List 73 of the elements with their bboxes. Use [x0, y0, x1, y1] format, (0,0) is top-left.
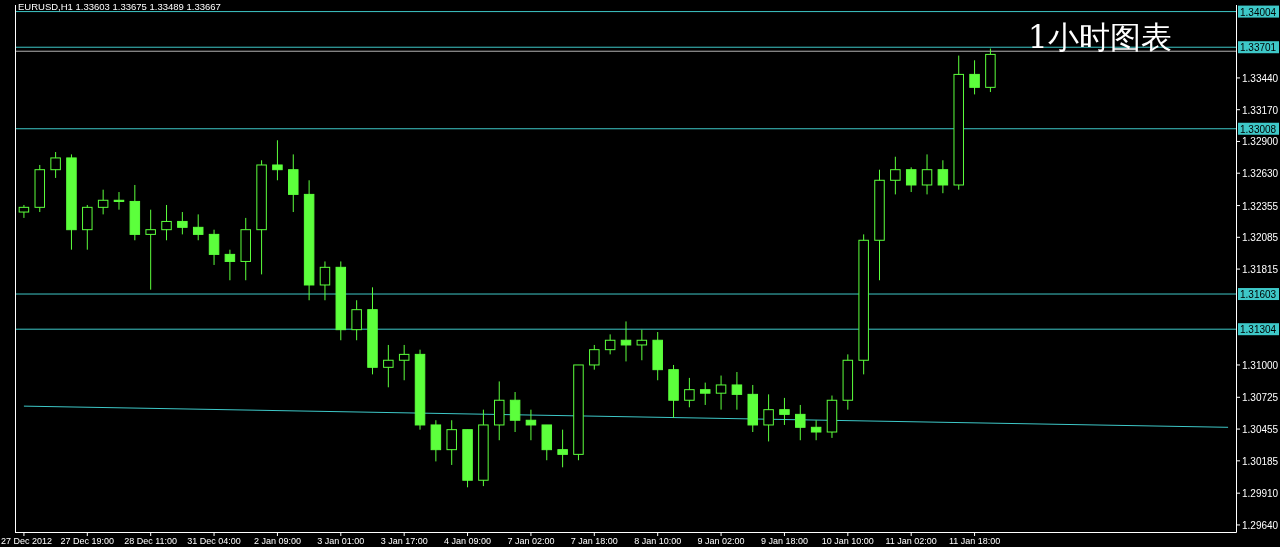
x-tick-label: 9 Jan 18:00	[760, 536, 808, 546]
candlestick	[604, 333, 616, 355]
x-tick-label: 11 Jan 18:00	[948, 536, 1001, 546]
candlestick	[18, 204, 30, 219]
y-tick-label: 1.31815	[1242, 264, 1279, 276]
x-tick-label: 11 Jan 02:00	[885, 536, 937, 546]
annotation: 1小时图表	[1028, 19, 1172, 55]
x-tick-label: 27 Dec 2012	[1, 536, 53, 546]
x-tick-label: 7 Jan 02:00	[507, 536, 555, 546]
x-tick-label: 8 Jan 10:00	[634, 536, 682, 546]
candlestick	[763, 393, 774, 442]
candlestick	[509, 391, 521, 433]
y-tick-label: 1.30455	[1242, 424, 1279, 436]
candlestick	[699, 382, 711, 406]
candlestick	[351, 299, 362, 341]
y-tick-label: 1.29640	[1242, 519, 1279, 531]
candlestick	[97, 189, 109, 215]
y-tick-label: 1.32085	[1242, 232, 1279, 244]
x-tick-label: 28 Dec 11:00	[124, 536, 178, 546]
y-tick-label: 1.33440	[1242, 72, 1279, 84]
candlestick	[446, 419, 457, 466]
candlestick	[731, 371, 743, 411]
candlestick	[620, 320, 632, 362]
y-tick-label: 1.32355	[1242, 200, 1279, 212]
candlestick	[969, 59, 980, 95]
ref-line-label: 1.31304	[1240, 324, 1277, 336]
candlestick	[208, 229, 220, 266]
y-tick-label: 1.32630	[1242, 168, 1279, 180]
candlestick	[272, 139, 283, 181]
candlestick	[684, 377, 695, 408]
y-tick-label: 1.29910	[1242, 488, 1279, 500]
candlestick	[82, 204, 93, 251]
candlestick	[779, 397, 790, 426]
x-tick-label: 7 Jan 18:00	[570, 536, 618, 546]
candlestick	[145, 209, 156, 291]
x-tick-label: 31 Dec 04:00	[187, 536, 241, 546]
candlestick	[795, 404, 806, 441]
y-tick-label: 1.31000	[1242, 359, 1279, 371]
candlestick	[319, 260, 331, 301]
candlestick	[383, 344, 394, 388]
candlestick	[890, 156, 901, 195]
x-tick-label: 10 Jan 10:00	[821, 536, 874, 546]
candlestick	[921, 153, 933, 195]
x-tick-label: 27 Dec 19:00	[60, 536, 115, 546]
candlestick	[161, 204, 172, 241]
chart-title: EURUSD,H1 1.33603 1.33675 1.33489 1.33667	[18, 0, 221, 12]
ref-line-label: 1.33701	[1240, 42, 1277, 54]
y-tick-label: 1.30725	[1242, 392, 1279, 404]
x-tick-label: 3 Jan 17:00	[380, 536, 428, 546]
candlestick	[589, 344, 600, 371]
candlestick	[557, 429, 568, 468]
candlestick	[192, 213, 204, 241]
y-tick-label: 1.32900	[1242, 136, 1279, 148]
candlestick	[715, 375, 727, 411]
candlestick	[398, 344, 410, 381]
y-tick-label: 1.30185	[1242, 455, 1279, 467]
x-tick-label: 2 Jan 09:00	[253, 536, 301, 546]
x-tick-label: 4 Jan 09:00	[444, 536, 492, 546]
candlestick	[177, 211, 188, 235]
candlestick	[113, 191, 125, 211]
candlestick	[525, 409, 537, 441]
y-tick-label: 1.33170	[1242, 104, 1279, 116]
ref-line-label: 1.31603	[1240, 289, 1277, 301]
x-tick-label: 9 Jan 02:00	[697, 536, 745, 546]
x-tick-label: 3 Jan 01:00	[317, 536, 365, 546]
ref-line-label: 1.33008	[1240, 123, 1277, 135]
candlestick	[224, 249, 236, 281]
candlestick	[937, 159, 949, 194]
ref-line-label: 1.34004	[1240, 6, 1277, 18]
candlestick	[810, 419, 822, 441]
candlestick	[50, 151, 61, 179]
candlestick	[636, 329, 648, 361]
candlestick	[905, 166, 917, 193]
